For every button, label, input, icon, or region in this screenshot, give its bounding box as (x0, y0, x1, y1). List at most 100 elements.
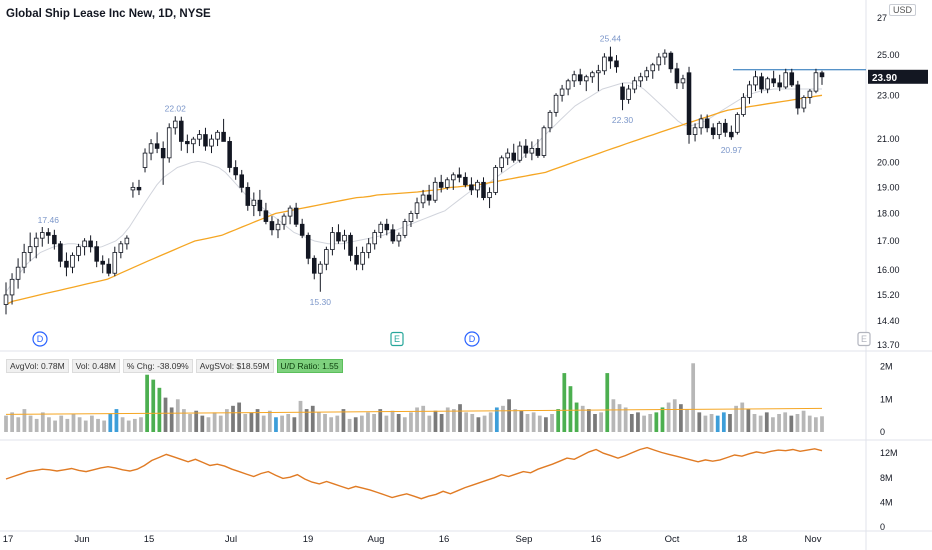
volume-bar (488, 412, 493, 432)
candle (21, 252, 27, 268)
candle (571, 74, 577, 82)
volume-bar (132, 418, 137, 432)
volume-bar (568, 386, 573, 432)
volume-bar (629, 414, 634, 432)
volume-bar (605, 373, 610, 432)
volume-bar (200, 415, 205, 432)
price-tick-label: 27 (877, 13, 887, 23)
candle (704, 118, 710, 129)
volume-bar (494, 407, 499, 432)
candle (807, 90, 813, 98)
candle (541, 127, 547, 156)
candle (366, 243, 371, 253)
volume-bar (617, 404, 622, 432)
candle (263, 210, 269, 222)
volume-bar (396, 414, 401, 432)
volume-bar (764, 412, 769, 432)
volume-bar (40, 412, 45, 432)
candle (547, 111, 553, 129)
marker-label: D (37, 334, 44, 344)
candle (88, 240, 93, 248)
volume-bar (813, 417, 818, 432)
time-tick-label: Nov (805, 534, 822, 545)
volume-bar (157, 387, 162, 432)
volume-bar (550, 414, 554, 432)
time-tick-label: Jun (74, 534, 89, 545)
volume-bar (126, 420, 131, 432)
volume-bar (390, 410, 395, 432)
candle (233, 167, 238, 176)
stat-ud-ratio: U/D Ratio: 1.55 (276, 359, 343, 373)
volume-bar (182, 409, 186, 432)
candle (644, 70, 649, 78)
volume-bar (90, 415, 94, 432)
volume-tick-label: 0 (880, 427, 885, 437)
volume-bar (501, 405, 505, 432)
volume-bar (807, 415, 812, 432)
volume-bar (163, 397, 168, 432)
candle (741, 96, 746, 115)
candle (553, 94, 559, 113)
candle (390, 229, 396, 242)
volume-bar (415, 407, 419, 432)
candle (154, 143, 160, 149)
candle (529, 147, 535, 154)
last-price-label: 23.90 (872, 73, 897, 84)
candle (185, 141, 190, 145)
dividend-marker (32, 331, 48, 347)
volume-bar (789, 415, 794, 432)
price-tick-label: 25.00 (877, 50, 900, 60)
candle (197, 134, 202, 140)
price-annotation: 17.46 (38, 215, 60, 225)
candle (100, 260, 105, 265)
candle (64, 260, 69, 268)
volume-bar (341, 409, 346, 432)
candle (136, 186, 142, 191)
dollar-volume-line (5, 446, 823, 500)
volume-bar (47, 417, 51, 432)
candle (402, 221, 408, 236)
price-annotation: 22.02 (165, 103, 187, 113)
volume-bar (378, 409, 383, 432)
candle (729, 131, 734, 138)
price-tick-label: 13.70 (877, 340, 900, 350)
time-tick-label: 19 (303, 534, 314, 545)
volume-bar (317, 412, 321, 432)
candle (511, 152, 517, 161)
volume-bar (292, 417, 297, 432)
volume-bar (623, 407, 628, 432)
volume-bar (71, 414, 76, 432)
currency-badge[interactable]: USD (889, 4, 917, 16)
volume-bar (795, 414, 800, 432)
volume-bar (274, 417, 278, 432)
price-tick-label: 20.00 (877, 158, 900, 168)
volume-bar (421, 405, 426, 432)
line-tick-label: 8M (880, 473, 893, 483)
volume-bar (746, 409, 751, 432)
volume-bar (728, 414, 732, 432)
candle (451, 174, 456, 181)
candle (324, 249, 329, 265)
candle (632, 80, 637, 90)
candle (638, 76, 643, 82)
candle (384, 223, 390, 231)
volume-bar (666, 402, 671, 432)
volume-bar (599, 412, 604, 432)
dividend-marker (464, 331, 480, 347)
volume-bar (102, 420, 107, 432)
volume-bar (304, 409, 309, 432)
volume-bar (771, 417, 775, 432)
candle (656, 56, 662, 66)
volume-bar (310, 405, 315, 432)
stat-avg-vol: AvgVol: 0.78M (6, 359, 69, 373)
candle (209, 138, 214, 147)
candle (565, 80, 571, 90)
volume-bar (151, 379, 156, 432)
candle (813, 72, 819, 92)
candle (305, 234, 311, 259)
candle (76, 246, 81, 256)
time-tick-label: Oct (665, 534, 680, 545)
candle (535, 147, 541, 156)
